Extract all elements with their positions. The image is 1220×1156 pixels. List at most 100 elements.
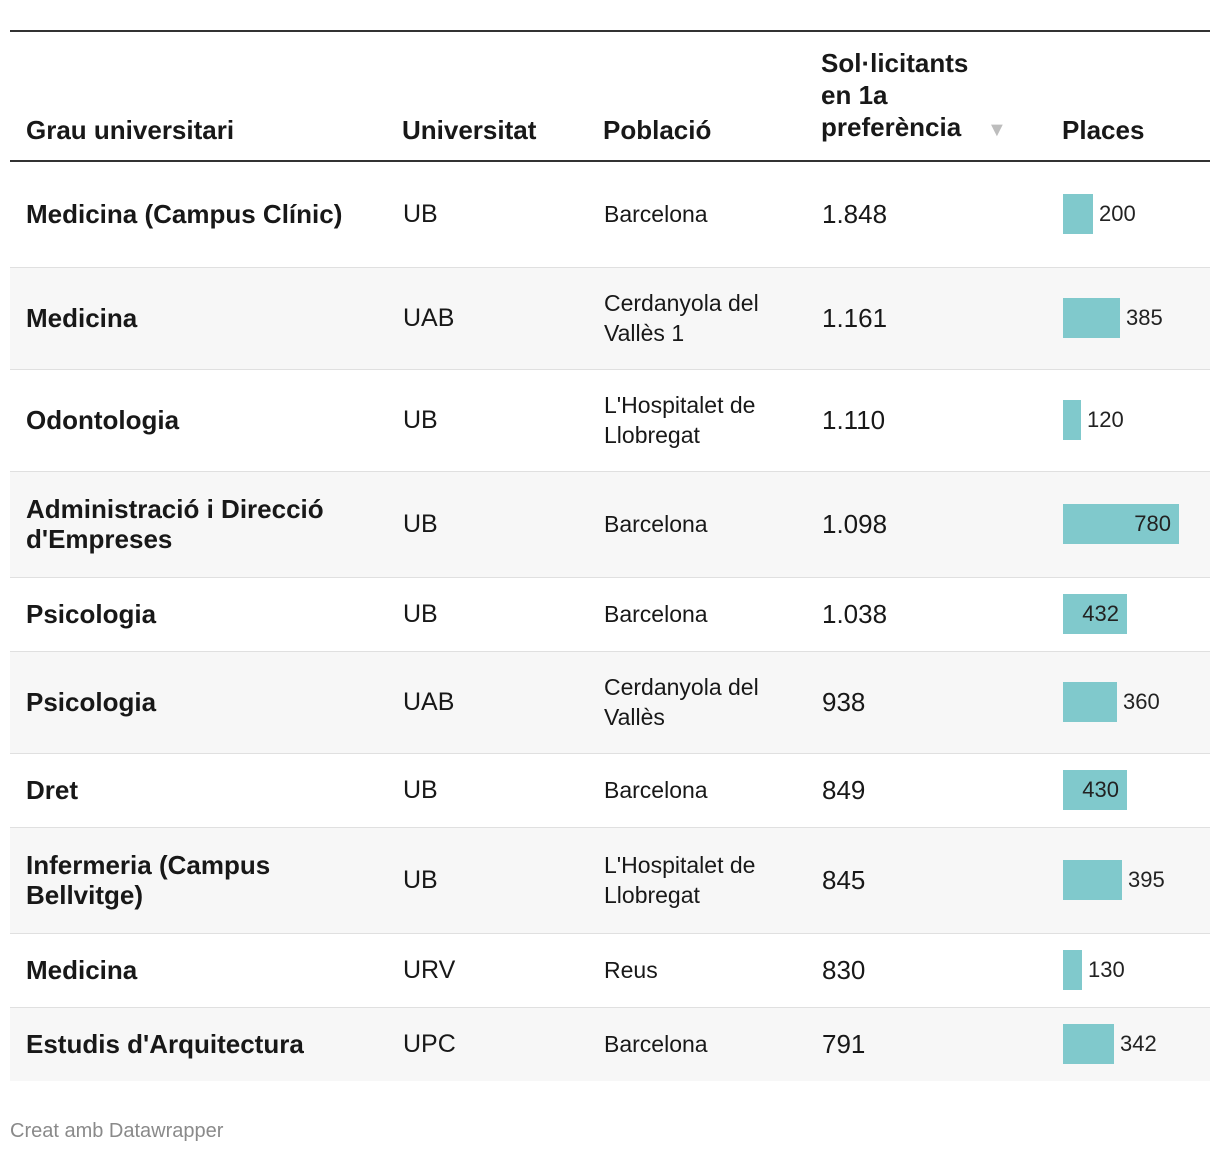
places-bar-wrap: 130 bbox=[1063, 950, 1209, 990]
cell-grau: Dret bbox=[10, 753, 402, 828]
cell-poblacio: L'Hospitalet de Llobregat bbox=[603, 827, 821, 934]
data-table: Grau universitari Universitat Població S… bbox=[10, 30, 1210, 1081]
cell-places: 432 bbox=[1062, 577, 1210, 652]
footer-credit[interactable]: Creat amb Datawrapper bbox=[10, 1120, 224, 1142]
cell-poblacio: Cerdanyola del Vallès bbox=[603, 651, 821, 754]
header-grau[interactable]: Grau universitari bbox=[10, 30, 402, 162]
places-bar-wrap: 780 bbox=[1063, 504, 1209, 544]
cell-solicitants: 1.038 bbox=[821, 577, 1062, 652]
places-value-label: 430 bbox=[1082, 777, 1119, 802]
cell-places: 360 bbox=[1062, 651, 1210, 754]
cell-poblacio: Reus bbox=[603, 933, 821, 1008]
places-bar-wrap: 432 bbox=[1063, 594, 1209, 634]
places-bar bbox=[1063, 950, 1082, 990]
places-bar bbox=[1063, 1024, 1114, 1065]
cell-solicitants: 849 bbox=[821, 753, 1062, 828]
places-bar bbox=[1063, 770, 1127, 810]
cell-poblacio: Cerdanyola del Vallès 1 bbox=[603, 267, 821, 370]
places-bar bbox=[1063, 194, 1093, 235]
header-solicitants[interactable]: Sol·licitants en 1a preferència ▼ bbox=[821, 30, 1062, 162]
cell-solicitants: 938 bbox=[821, 651, 1062, 754]
cell-poblacio: Barcelona bbox=[603, 1007, 821, 1081]
places-bar-wrap: 360 bbox=[1063, 682, 1209, 722]
cell-poblacio: Barcelona bbox=[603, 471, 821, 578]
places-bar bbox=[1063, 682, 1117, 722]
table-row: Infermeria (Campus Bellvitge) UB L'Hospita… bbox=[10, 827, 1210, 934]
table-row: Estudis d'Arquitectura UPC Barcelona 791 342 bbox=[10, 1007, 1210, 1081]
table-row: Odontologia UB L'Hospitalet de Llobregat 1.… bbox=[10, 369, 1210, 472]
cell-solicitants: 845 bbox=[821, 827, 1062, 934]
table-row: Medicina URV Reus 830 130 bbox=[10, 933, 1210, 1008]
places-bar-wrap: 395 bbox=[1063, 860, 1209, 900]
cell-places: 120 bbox=[1062, 369, 1210, 472]
table-body: Medicina (Campus Clínic) UB Barcelona 1.848… bbox=[10, 161, 1210, 1081]
header-row: Grau universitari Universitat Població S… bbox=[10, 30, 1210, 162]
places-bar-wrap: 385 bbox=[1063, 298, 1209, 338]
table-row: Psicologia UAB Cerdanyola del Vallès 938 360 bbox=[10, 651, 1210, 754]
places-value-label: 432 bbox=[1082, 601, 1119, 626]
cell-universitat: UB bbox=[402, 369, 603, 472]
places-bar-wrap: 120 bbox=[1063, 400, 1209, 440]
cell-solicitants: 1.110 bbox=[821, 369, 1062, 472]
places-bar-wrap: 200 bbox=[1063, 194, 1209, 235]
places-value-label: 200 bbox=[1099, 201, 1136, 227]
cell-solicitants: 1.848 bbox=[821, 161, 1062, 268]
cell-grau: Medicina bbox=[10, 933, 402, 1008]
places-bar bbox=[1063, 400, 1081, 440]
cell-poblacio: Barcelona bbox=[603, 161, 821, 268]
cell-grau: Medicina bbox=[10, 267, 402, 370]
cell-grau: Psicologia bbox=[10, 651, 402, 754]
places-value-label: 360 bbox=[1123, 689, 1160, 714]
places-bar-wrap: 342 bbox=[1063, 1024, 1209, 1065]
cell-places: 780 bbox=[1062, 471, 1210, 578]
places-value-label: 395 bbox=[1128, 867, 1165, 892]
cell-universitat: URV bbox=[402, 933, 603, 1008]
cell-grau: Infermeria (Campus Bellvitge) bbox=[10, 827, 402, 934]
header-universitat[interactable]: Universitat bbox=[402, 30, 603, 162]
cell-universitat: UB bbox=[402, 827, 603, 934]
cell-grau: Odontologia bbox=[10, 369, 402, 472]
cell-universitat: UPC bbox=[402, 1007, 603, 1081]
header-places[interactable]: Places bbox=[1062, 30, 1210, 162]
table-row: Psicologia UB Barcelona 1.038 432 bbox=[10, 577, 1210, 652]
cell-universitat: UB bbox=[402, 161, 603, 268]
header-poblacio[interactable]: Població bbox=[603, 30, 821, 162]
cell-grau: Estudis d'Arquitectura bbox=[10, 1007, 402, 1081]
cell-places: 395 bbox=[1062, 827, 1210, 934]
cell-universitat: UB bbox=[402, 753, 603, 828]
cell-places: 200 bbox=[1062, 161, 1210, 268]
cell-solicitants: 1.161 bbox=[821, 267, 1062, 370]
cell-places: 385 bbox=[1062, 267, 1210, 370]
cell-poblacio: L'Hospitalet de Llobregat bbox=[603, 369, 821, 472]
table-row: Dret UB Barcelona 849 430 bbox=[10, 753, 1210, 828]
table-row: Medicina UAB Cerdanyola del Vallès 1 1.161 3… bbox=[10, 267, 1210, 370]
table-row: Medicina (Campus Clínic) UB Barcelona 1.848… bbox=[10, 161, 1210, 268]
places-bar bbox=[1063, 860, 1122, 900]
cell-universitat: UB bbox=[402, 471, 603, 578]
sort-desc-icon: ▼ bbox=[987, 119, 1007, 141]
cell-grau: Medicina (Campus Clínic) bbox=[10, 161, 402, 268]
cell-solicitants: 830 bbox=[821, 933, 1062, 1008]
cell-universitat: UAB bbox=[402, 267, 603, 370]
cell-universitat: UB bbox=[402, 577, 603, 652]
data-table-container: Grau universitari Universitat Població S… bbox=[10, 30, 1210, 1081]
header-solicitants-label: Sol·licitants en 1a preferència bbox=[821, 48, 969, 142]
cell-universitat: UAB bbox=[402, 651, 603, 754]
cell-solicitants: 1.098 bbox=[821, 471, 1062, 578]
cell-poblacio: Barcelona bbox=[603, 577, 821, 652]
cell-grau: Psicologia bbox=[10, 577, 402, 652]
cell-poblacio: Barcelona bbox=[603, 753, 821, 828]
places-bar bbox=[1063, 594, 1127, 634]
cell-places: 430 bbox=[1062, 753, 1210, 828]
places-value-label: 120 bbox=[1087, 407, 1124, 432]
places-value-label: 342 bbox=[1120, 1031, 1157, 1057]
places-value-label: 130 bbox=[1088, 957, 1125, 982]
cell-places: 130 bbox=[1062, 933, 1210, 1008]
places-bar bbox=[1063, 504, 1179, 544]
places-value-label: 385 bbox=[1126, 305, 1163, 330]
places-value-label: 780 bbox=[1134, 511, 1171, 536]
cell-solicitants: 791 bbox=[821, 1007, 1062, 1081]
places-bar bbox=[1063, 298, 1120, 338]
cell-grau: Administració i Direcció d'Empreses bbox=[10, 471, 402, 578]
places-bar-wrap: 430 bbox=[1063, 770, 1209, 810]
